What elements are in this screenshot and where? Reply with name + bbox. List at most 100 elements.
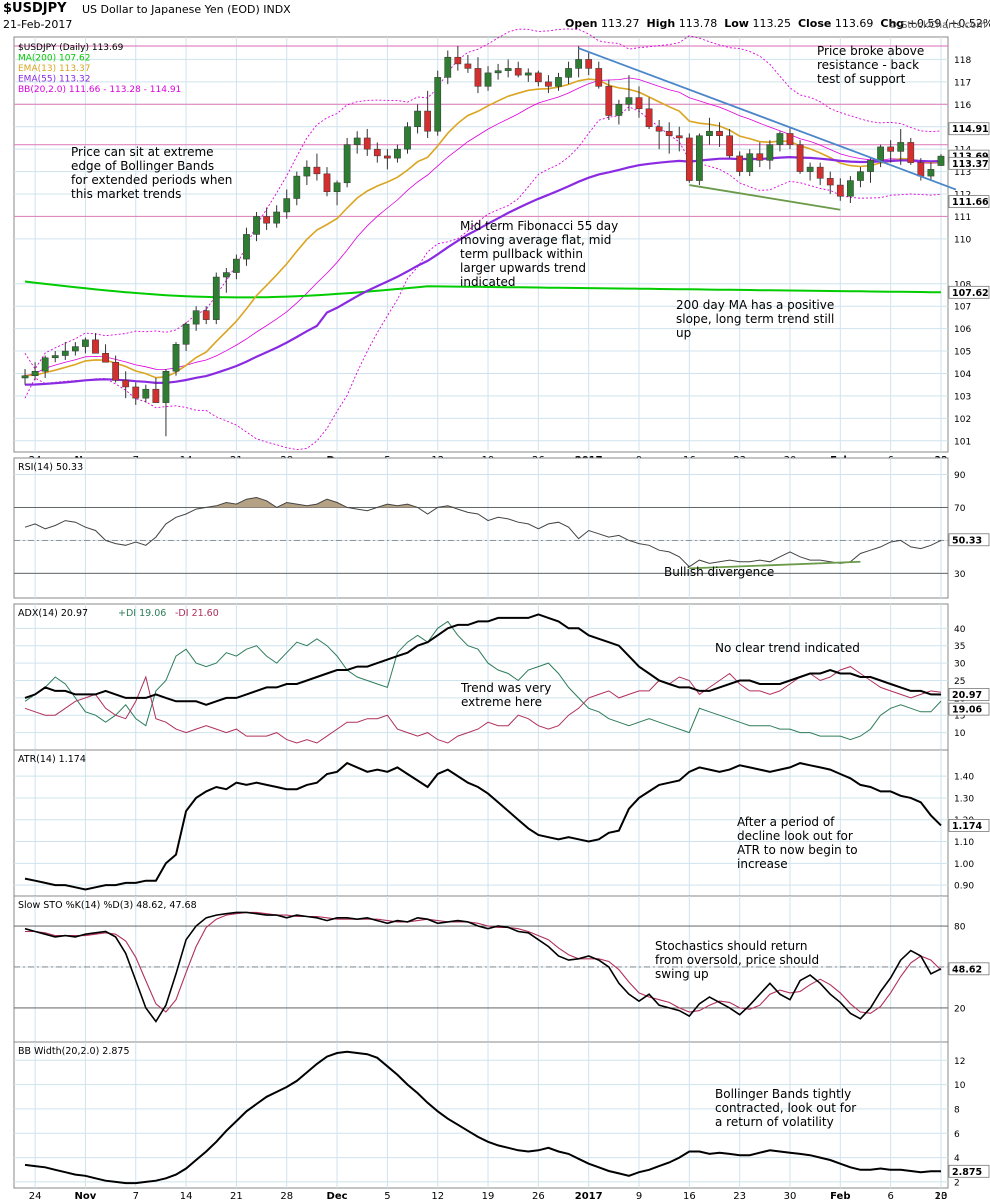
high-label: High [646,17,676,30]
rsi-last-value-box [948,533,990,547]
candle-body [41,357,49,372]
annotation-ema55: Mid term Fibonacci 55 day moving average … [460,219,618,289]
bbwidth-panel [13,1041,949,1189]
candle-body [917,162,925,177]
y-tick-label: 108 [954,280,971,290]
price-side-label-box [948,122,990,136]
candle-body [142,388,150,399]
sto-d-line [25,911,942,1014]
y-tick-label: 20 [954,1004,966,1014]
candle-body [394,148,401,159]
candle-body [51,355,59,359]
candle-body [867,160,874,172]
candle-body [675,135,683,139]
candle-body [937,155,945,166]
x-tick-label-bottom: 20 [935,1191,948,1202]
x-tick-label-bottom: 9 [636,1191,642,1202]
price-side-label: 113.37 [952,159,989,170]
candle-body [152,388,160,403]
candle-body [555,77,562,87]
x-tick-label-bottom: 26 [532,1191,545,1202]
candle-body [816,166,824,179]
x-tick-label-bottom: 13 [935,1191,948,1202]
open-value: 113.27 [601,17,640,30]
candle-body [655,126,663,132]
annotation-no-trend: No clear trend indicated [715,641,860,655]
candle-body [122,379,130,388]
candle-body [796,144,804,172]
candle-body [746,153,754,172]
y-tick-label: 10 [954,729,966,739]
candle-body [605,86,613,116]
candle-body [92,339,99,354]
atr-panel [13,749,949,897]
stochastic-title: Slow STO %K(14) %D(3) 48.62, 47.68 [18,900,197,911]
candle-body [263,216,270,224]
sto-k-line [24,911,942,1023]
candle-body [836,184,844,197]
chg-value: +0.59 (+0.52%) [907,17,990,30]
plus-di-legend: +DI 19.06 [118,608,166,619]
annotation-bbwidth: Bollinger Bands tightly contracted, look … [715,1087,856,1129]
candle-body [343,144,351,184]
x-tick-label-bottom: Nov [75,1191,97,1202]
price-side-label-box [948,195,990,209]
y-tick-label: 101 [954,437,971,447]
candle-body [927,169,935,177]
candle-body [21,375,29,379]
x-tick-label-bottom: 16 [683,1191,696,1202]
candle-body [857,171,864,181]
bollinger-lower [24,106,942,451]
candle-body [132,386,140,399]
x-tick-label-bottom: 28 [280,1191,293,1202]
candle-body [847,180,854,197]
candle-body [524,72,532,76]
low-label: Low [724,17,749,30]
rsi-overbought-fill [25,497,941,508]
candle-body [313,166,321,175]
y-tick-label: 113 [954,168,971,178]
y-tick-label: 116 [954,101,971,111]
candle-body [454,56,462,65]
y-tick-label: 80 [954,923,966,933]
candle-body [474,68,482,87]
annotation-breakout: Price broke above resistance - back test o… [817,44,924,86]
x-tick-label-bottom: 7 [133,1191,139,1202]
candle-body [585,59,593,69]
candle-body [192,310,200,325]
annotation-bollinger: Price can sit at extreme edge of Bollinge… [71,145,232,201]
price-side-label: 107.62 [952,288,989,299]
candle-body [716,130,723,136]
minus-di-line [24,666,942,744]
candle-body [645,108,653,127]
candle-body [494,70,502,74]
candle-body [826,178,834,186]
y-tick-label: 10 [954,1081,966,1091]
x-tick-label-bottom: 6 [887,1191,893,1202]
candle-body [283,198,291,213]
price-side-label: 111.66 [952,197,989,208]
plus-di-last-value-box [948,702,990,716]
candle-body [595,68,603,87]
chg-label: Chg [880,17,905,30]
candle-body [534,72,542,83]
x-tick-label-bottom: Feb [830,1191,850,1202]
stochastic-panel [13,895,949,1043]
bbwidth-title: BB Width(20,2.0) 2.875 [18,1046,130,1057]
ema55-line [24,155,942,386]
candle-body [514,68,522,76]
candle-body [907,142,915,163]
candle-body [293,175,301,199]
candle-body [736,155,744,172]
y-tick-label: 8 [954,1105,960,1115]
candle-body [887,146,895,152]
rsi-panel [13,457,949,599]
open-label: Open [565,17,598,30]
y-tick-label: 2 [954,1178,960,1188]
chart-header: $USDJPY US Dollar to Japanese Yen (EOD) … [0,0,990,36]
candle-body [464,63,472,69]
candle-body [222,272,230,278]
price-side-label-box [948,285,990,299]
y-tick-label: 4 [954,1154,960,1164]
